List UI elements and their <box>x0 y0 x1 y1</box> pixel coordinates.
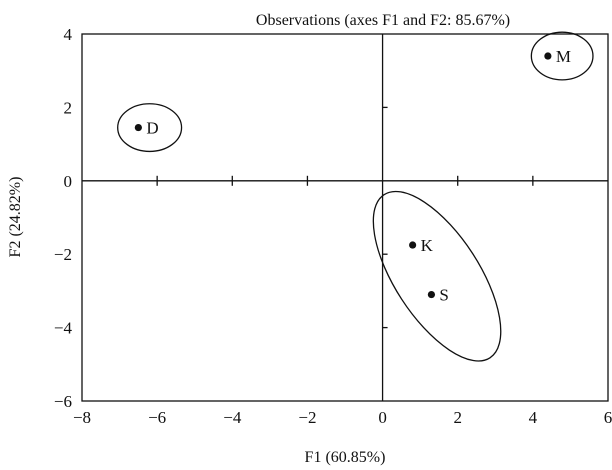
point-label: S <box>439 286 448 305</box>
y-tick-label: 2 <box>64 98 73 117</box>
x-tick-label: 2 <box>453 408 462 427</box>
data-point <box>134 123 142 132</box>
group-ellipse <box>372 190 502 362</box>
x-tick-label: −2 <box>298 408 316 427</box>
point-label: K <box>421 236 434 255</box>
x-tick-label: −4 <box>223 408 242 427</box>
data-point <box>427 290 436 299</box>
x-tick-label: −6 <box>148 408 166 427</box>
group-ellipse <box>530 31 594 81</box>
y-tick-label: −4 <box>54 319 73 338</box>
axes-layer <box>82 34 608 401</box>
data-points: D M K S <box>134 47 571 305</box>
plot-frame <box>81 33 609 402</box>
group-ellipse <box>117 103 183 153</box>
data-point <box>409 241 417 249</box>
x-tick-label: 6 <box>604 408 612 427</box>
x-tick-label: 4 <box>529 408 538 427</box>
data-point <box>544 52 552 60</box>
y-axis-label: F2 (24.82%) <box>7 177 24 258</box>
x-tick-label: −8 <box>73 408 91 427</box>
y-tick-label: 0 <box>64 172 73 191</box>
y-tick-label: −2 <box>54 245 72 264</box>
point-label: D <box>146 119 158 138</box>
point-label: M <box>556 47 571 66</box>
x-tick-label: 0 <box>378 408 387 427</box>
chart-title: Observations (axes F1 and F2: 85.67%) <box>256 12 510 29</box>
y-tick-label: 4 <box>64 25 73 44</box>
x-axis-label: F1 (60.85%) <box>305 449 386 466</box>
group-ellipses <box>117 31 594 362</box>
y-tick-label: −6 <box>54 392 72 411</box>
